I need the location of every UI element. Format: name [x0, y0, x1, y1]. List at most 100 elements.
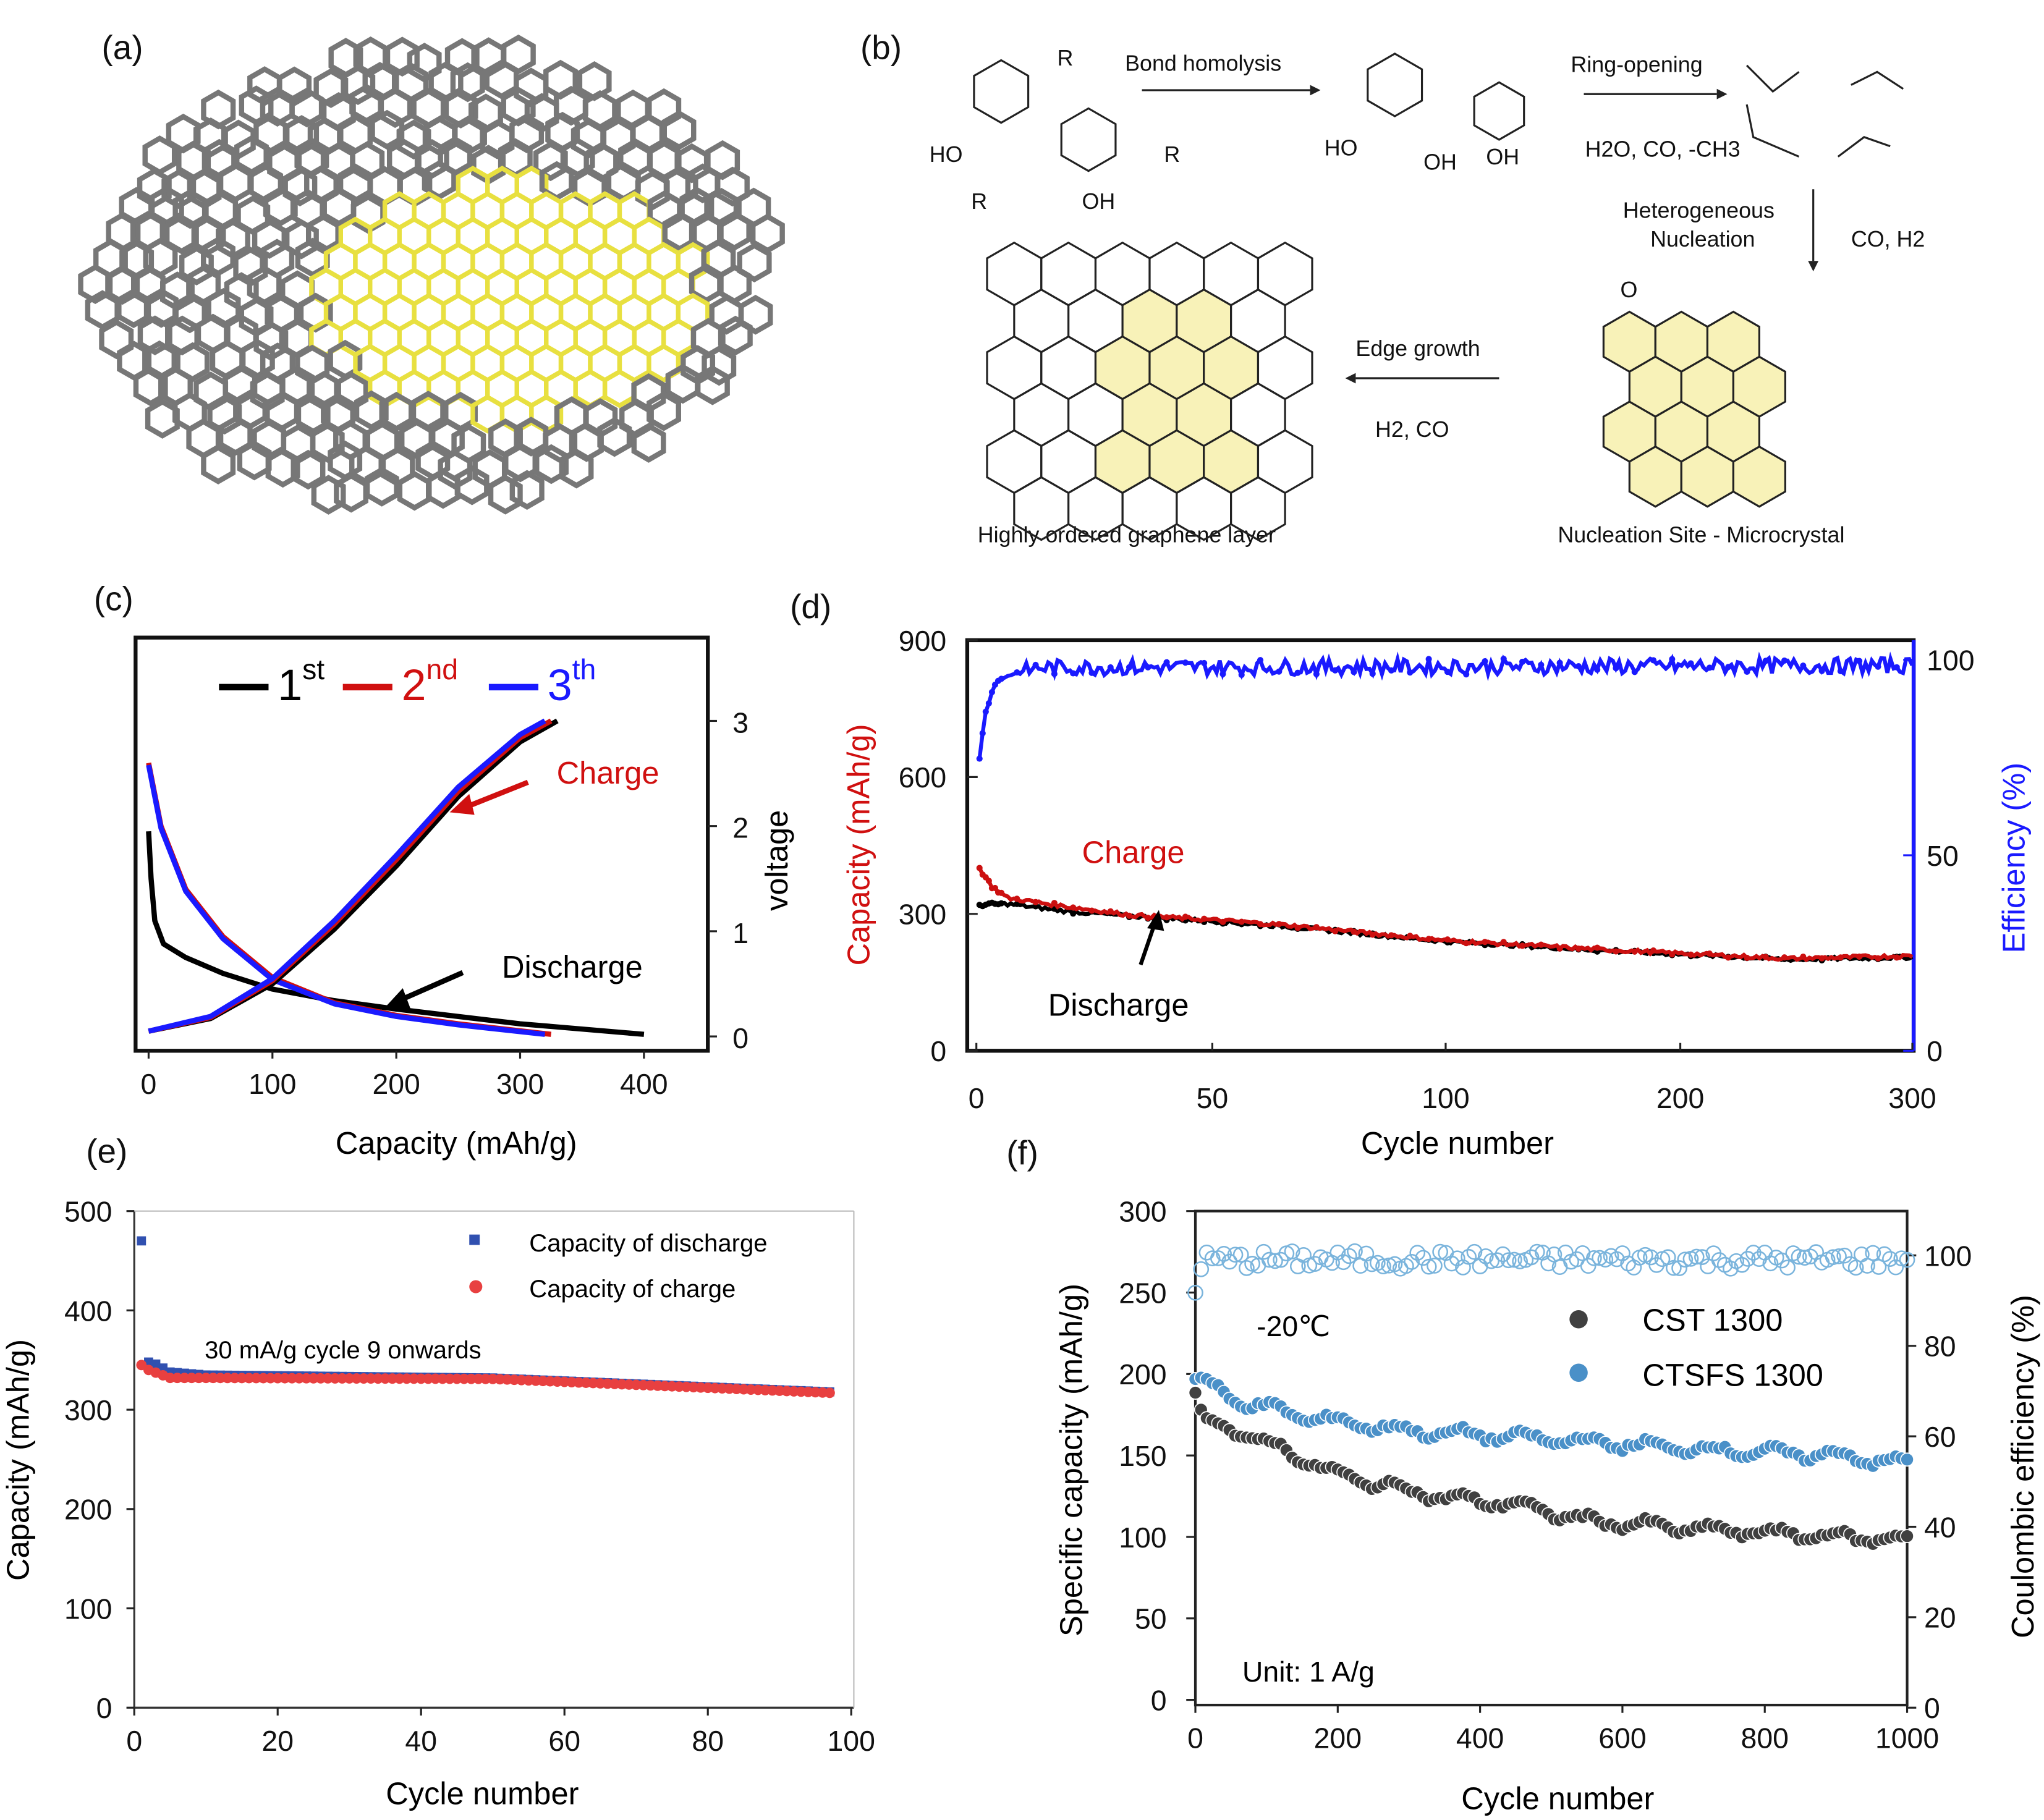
legend-marker-discharge	[469, 1234, 480, 1245]
ring-byproducts: H2O, CO, -CH3	[1585, 137, 1741, 161]
point-charge	[322, 1373, 333, 1384]
point-efficiency	[1276, 668, 1283, 675]
point-ce-ctsfs-1300	[1335, 1254, 1352, 1271]
legend-label: 1st	[278, 653, 324, 710]
point-charge	[1687, 951, 1694, 958]
arrowhead	[1147, 910, 1164, 931]
point-ce-ctsfs-1300	[1427, 1258, 1443, 1274]
point-charge	[265, 1373, 276, 1384]
y-tick-label: 50	[1135, 1603, 1167, 1635]
x-tick-label: 200	[1656, 1082, 1704, 1114]
point-charge	[824, 1387, 835, 1399]
atom-oh: OH	[1423, 150, 1457, 175]
alkene-fragment	[1746, 64, 1800, 93]
point-charge	[1163, 914, 1170, 921]
y2-tick-label: 20	[1924, 1602, 1956, 1634]
point-charge	[373, 1373, 384, 1384]
y-tick-label: 300	[899, 899, 946, 931]
carbon-ring	[450, 62, 485, 103]
point-ce-ctsfs-1300	[1745, 1245, 1762, 1261]
point-ce-ctsfs-1300	[1893, 1250, 1910, 1267]
carbon-ring	[328, 339, 363, 380]
point-charge	[1837, 954, 1844, 961]
rate-annotation: 30 mA/g cycle 9 onwards	[205, 1337, 481, 1364]
point-charge	[1126, 912, 1133, 919]
point-ce-ctsfs-1300	[1899, 1251, 1915, 1268]
carbon-ring	[294, 137, 329, 178]
point-charge	[1725, 954, 1732, 961]
carbon-ring	[716, 211, 752, 251]
carbon-ring	[750, 213, 785, 254]
point-efficiency	[979, 730, 986, 737]
point-ce-ctsfs-1300	[1347, 1243, 1363, 1259]
carbon-ring	[488, 475, 523, 515]
series-charge	[977, 867, 1914, 963]
point-efficiency	[1463, 671, 1470, 678]
point-charge	[1893, 954, 1900, 961]
carbon-ring	[647, 391, 681, 431]
point-efficiency	[1575, 662, 1582, 670]
carbon-ring	[145, 399, 180, 439]
legend-sup: th	[572, 653, 596, 685]
point-charge	[976, 865, 983, 871]
arrowhead	[1310, 85, 1321, 96]
point-ce-ctsfs-1300	[1477, 1248, 1494, 1264]
point-ce-ctsfs-1300	[1825, 1249, 1841, 1266]
curve-3rd-discharge	[146, 764, 546, 1037]
alkene-fragment	[1851, 70, 1904, 90]
point-ce-ctsfs-1300	[1284, 1243, 1300, 1259]
graphene-ring	[1257, 241, 1313, 307]
carbon-ring	[334, 473, 369, 513]
point-efficiency	[1201, 659, 1208, 667]
graphene-ring	[1040, 335, 1097, 400]
legend-sup: st	[302, 653, 324, 685]
point-ce-ctsfs-1300	[1665, 1259, 1682, 1276]
point-ce-ctsfs-1300	[1557, 1244, 1574, 1261]
point-charge	[1388, 932, 1395, 939]
point-ce-ctsfs-1300	[1523, 1249, 1540, 1266]
panel-label-a: (a)	[102, 28, 143, 66]
point-efficiency	[1219, 671, 1226, 677]
carbon-ring	[233, 247, 268, 287]
point-charge	[473, 1373, 484, 1384]
point-charge	[351, 1373, 362, 1384]
y2-tick-label: 0	[1924, 1692, 1940, 1724]
graphene-ring	[1229, 476, 1286, 541]
point-efficiency	[1762, 658, 1769, 664]
carbon-ring	[509, 470, 545, 510]
x-tick-label: 80	[692, 1725, 724, 1757]
carbon-ring	[338, 114, 373, 154]
carbon-ring	[559, 448, 594, 489]
legend-marker-charge	[469, 1280, 483, 1293]
point-charge	[1051, 900, 1058, 907]
x-tick-label: 100	[828, 1725, 875, 1757]
point-charge	[1519, 942, 1526, 949]
carbon-ring	[143, 237, 178, 278]
point-charge	[415, 1373, 426, 1384]
y-tick-label: 0	[1151, 1684, 1167, 1716]
chart-e: 0 20 40 60 80 100 0 100 200 300 400 500 Cycle numbe…	[0, 1196, 875, 1811]
graphene-ring	[986, 241, 1043, 307]
arrowhead	[1808, 261, 1819, 272]
carbon-ring	[717, 264, 752, 305]
charge-annotation: Charge	[557, 755, 659, 790]
point-charge	[1369, 931, 1376, 938]
curve-1st-charge	[148, 718, 559, 1034]
carbon-ring	[661, 110, 697, 150]
temperature-annotation: -20℃	[1257, 1310, 1330, 1342]
graphene-ring	[647, 344, 681, 383]
point-charge	[1650, 947, 1657, 954]
point-efficiency	[1369, 671, 1376, 677]
carbon-ring	[354, 390, 389, 431]
carbon-ring	[410, 391, 446, 431]
point-charge	[329, 1373, 341, 1384]
point-charge	[358, 1373, 369, 1384]
charge-annotation: Charge	[1082, 835, 1185, 870]
carbon-ring	[201, 236, 235, 277]
carbon-ring	[569, 422, 604, 462]
point-cst-1300	[1188, 1386, 1203, 1400]
carbon-ring	[443, 88, 478, 129]
microcrystal-ring	[1732, 445, 1786, 508]
y2-tick-label: 0	[1927, 1035, 1943, 1067]
